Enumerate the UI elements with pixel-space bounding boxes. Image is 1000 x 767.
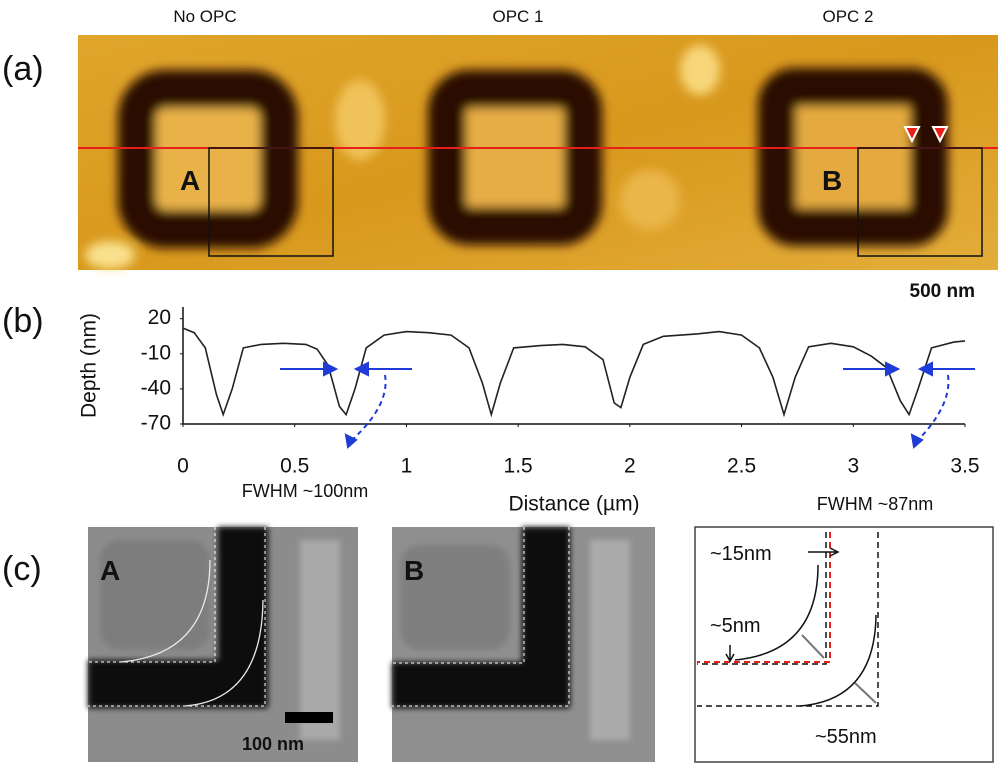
x-tick-label: 1 (401, 455, 413, 478)
diagram-frame (694, 526, 994, 763)
x-tick-label: 2 (624, 455, 636, 478)
square-pattern (428, 70, 602, 245)
curve (734, 564, 819, 661)
fit-curves (119, 559, 264, 707)
x-tick-label: 0 (177, 455, 189, 478)
blotch (100, 540, 210, 650)
scale-bar-label: 100 nm (242, 734, 304, 754)
scale-bar (285, 712, 333, 723)
blotch (620, 170, 680, 230)
marker (931, 126, 949, 144)
diagram-label: ~15nm (710, 543, 772, 565)
y-tick-label: -70 (141, 412, 171, 435)
edge (697, 532, 827, 665)
image-label: A (100, 555, 120, 586)
diagram-label: ~55nm (815, 726, 877, 748)
image-texture (88, 527, 340, 740)
arrow (808, 547, 840, 557)
fit-curves (734, 564, 877, 707)
curve (184, 599, 264, 707)
marker (903, 126, 921, 144)
arrowhead (885, 361, 901, 377)
arrow (351, 374, 387, 441)
edge (392, 527, 525, 664)
y-axis-title: Depth (nm) (78, 313, 101, 418)
arrowhead (323, 361, 339, 377)
scale-bar-label: 500 nm (910, 281, 975, 302)
afm-image (78, 35, 998, 270)
offset-markers (801, 634, 877, 704)
design-edges (697, 532, 879, 707)
zoom-box (208, 147, 334, 257)
zoom-image-a (88, 527, 358, 762)
target-edge (697, 532, 831, 663)
curve (119, 559, 211, 663)
y-tick-label: -40 (141, 376, 171, 399)
profile-chart: 20 -10 -40 -70 0 0.5 1 1.5 2 2.5 3 3.5 Distance (µm)… (78, 306, 980, 515)
edge (392, 527, 570, 707)
annotation: FWHM ~100nm (242, 481, 369, 501)
arrow (725, 645, 735, 663)
x-tick-label: 1.5 (504, 455, 533, 478)
panel-label: (c) (2, 550, 42, 588)
x-tick-label: 3 (847, 455, 859, 478)
zoom-image-b (392, 527, 655, 762)
diagram-label: ~5nm (710, 615, 761, 637)
arrowhead (917, 361, 933, 377)
x-axis-title: Distance (µm) (508, 493, 639, 516)
x-tick-label: 0.5 (280, 455, 309, 478)
curve (799, 614, 877, 707)
column-label: OPC 1 (492, 7, 543, 26)
corner-diagram (694, 526, 994, 763)
column-label: No OPC (173, 7, 236, 26)
profile-line (182, 327, 966, 418)
y-tick-label: 20 (148, 306, 171, 329)
blotch (590, 540, 630, 740)
box-label: A (180, 165, 200, 196)
edge (697, 532, 879, 707)
offset (854, 682, 877, 704)
fwhm-arrows (280, 361, 975, 449)
panel-label: (b) (2, 302, 44, 340)
column-label: OPC 2 (822, 7, 873, 26)
square-pattern (758, 68, 948, 246)
edge (88, 527, 216, 663)
arrowhead (353, 361, 369, 377)
trench (88, 527, 268, 708)
blotch (85, 241, 135, 269)
arrow (917, 374, 950, 441)
square-pattern (118, 70, 298, 248)
blotch (300, 540, 340, 740)
arrowhead (344, 433, 358, 449)
x-tick-label: 3.5 (950, 455, 979, 478)
afm-texture (85, 45, 948, 269)
x-tick-label: 2.5 (727, 455, 756, 478)
design-edges (88, 527, 266, 707)
design-edges (392, 527, 570, 707)
image-label: B (404, 555, 424, 586)
box-label: B (822, 165, 842, 196)
blotch (400, 545, 510, 650)
annotation: FWHM ~87nm (817, 494, 934, 514)
blotch (680, 45, 720, 95)
y-tick-label: -10 (141, 341, 171, 364)
panel-label: (a) (2, 50, 44, 88)
offset (801, 634, 825, 659)
edge (88, 527, 266, 707)
arrowhead (910, 433, 924, 449)
zoom-box (857, 147, 983, 257)
blotch (335, 80, 385, 160)
